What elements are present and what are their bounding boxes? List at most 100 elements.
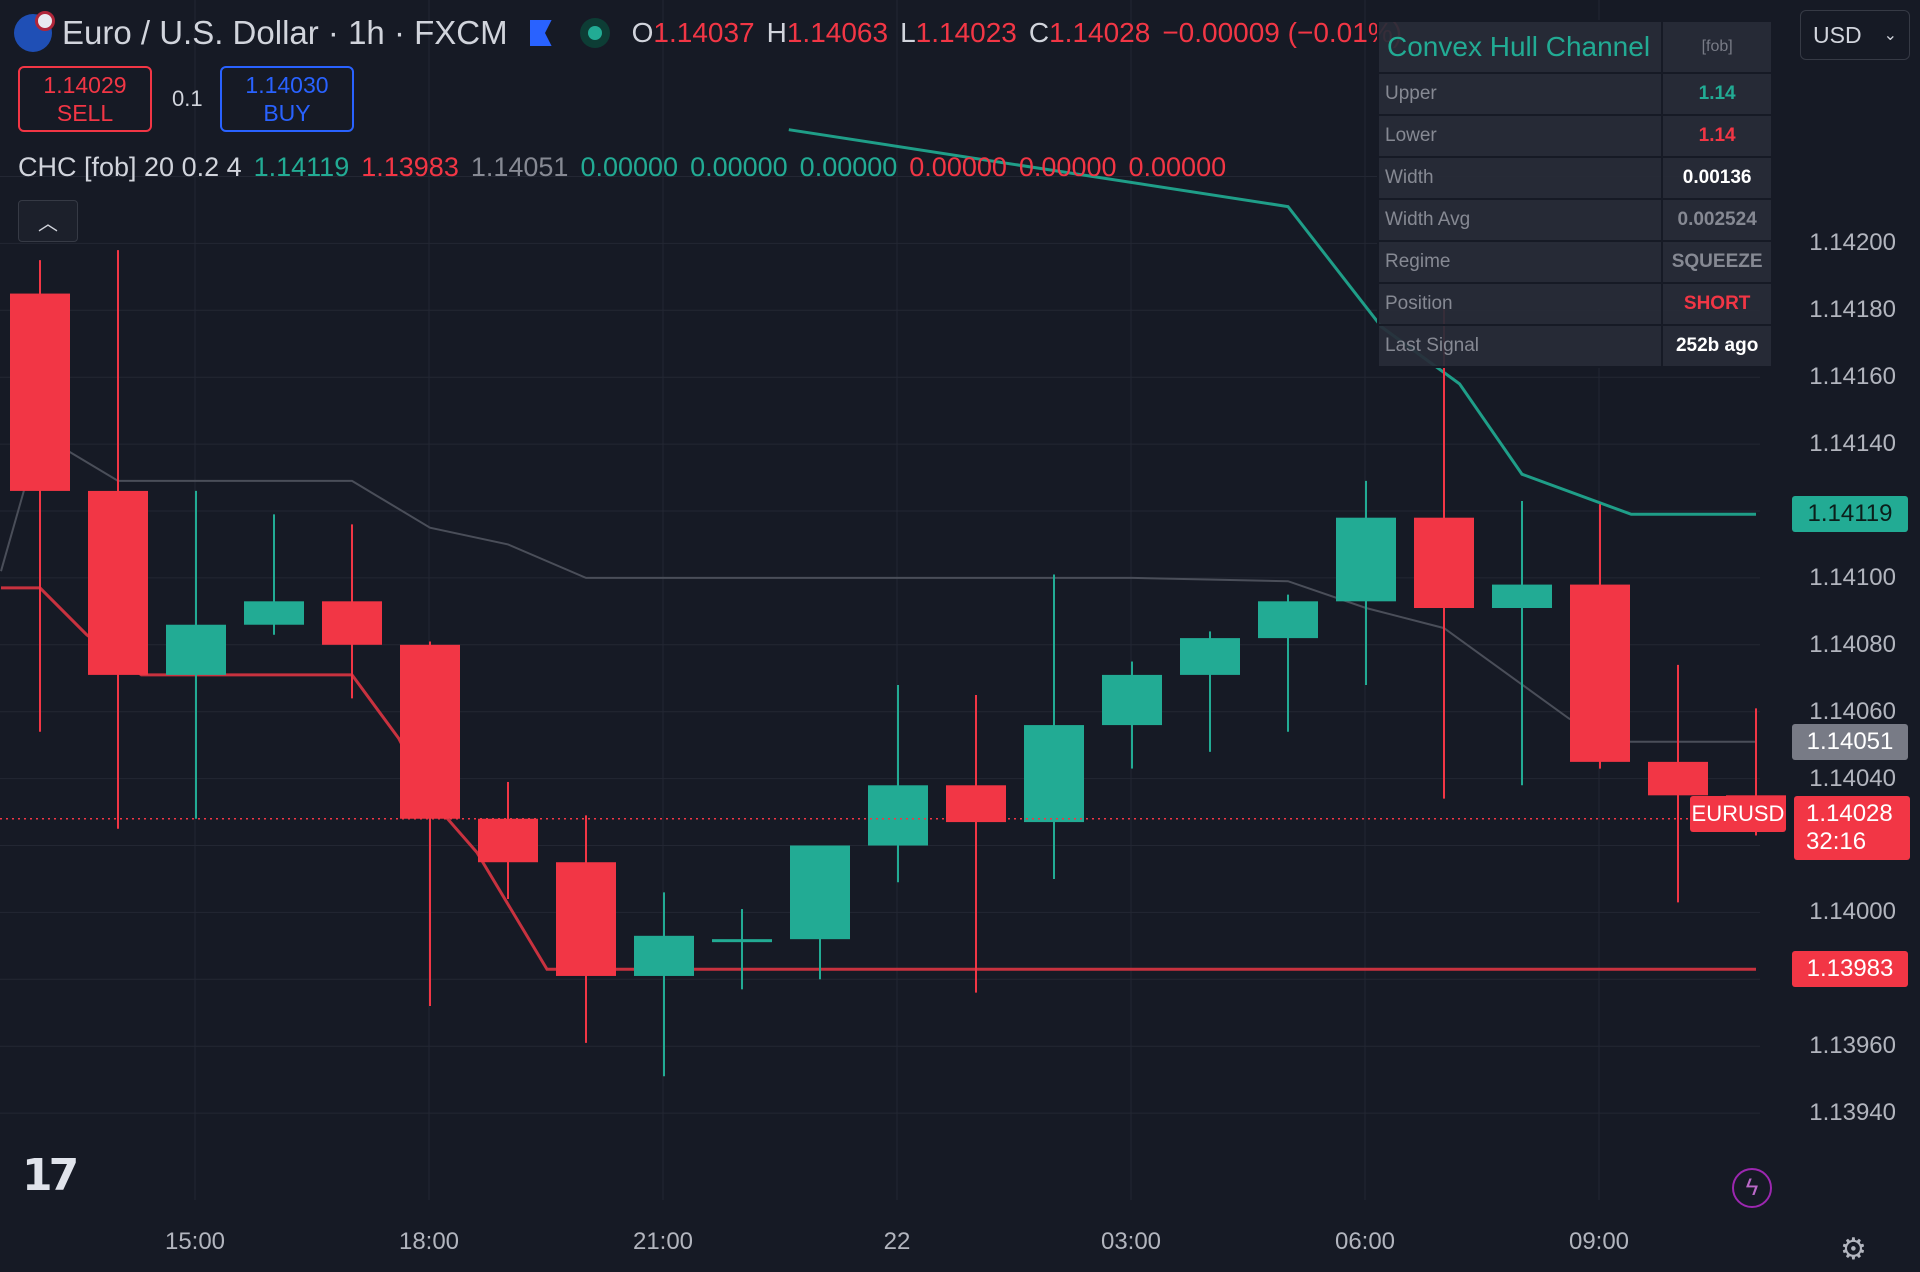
price-axis-label: 1.14080 <box>1809 630 1896 658</box>
panel-row: Width 0.00136 <box>1376 156 1773 200</box>
market-status-icon <box>579 18 610 48</box>
price-change: −0.00009 (−0.01%) <box>1162 17 1403 48</box>
symbol-title[interactable]: Euro / U.S. Dollar · 1h · FXCM <box>62 14 508 51</box>
order-quantity[interactable]: 0.1 <box>172 86 203 111</box>
price-axis-label: 1.14160 <box>1809 363 1896 391</box>
panel-row-label: Regime <box>1376 240 1664 284</box>
chart-grid <box>0 0 1760 1200</box>
panel-row-value: 1.14 <box>1661 114 1773 158</box>
currency-select[interactable]: USD ⌄ <box>1800 10 1910 60</box>
panel-row-value: 0.002524 <box>1661 198 1773 242</box>
indicator-value: 0.00000 <box>1128 152 1227 182</box>
convex-hull-panel: Convex Hull Channel [fob] Upper 1.14 Lower… <box>1376 20 1773 368</box>
candle-body <box>1414 517 1474 609</box>
indicator-lower: 1.13983 <box>361 152 459 182</box>
panel-row-value: 1.14 <box>1661 72 1773 116</box>
indicator-value: 0.00000 <box>690 152 788 182</box>
time-axis-label: 18:00 <box>398 1228 460 1255</box>
market-flag-icon[interactable] <box>529 20 552 46</box>
upper-price-badge: 1.14119 <box>1792 496 1908 533</box>
candle-body <box>322 601 382 645</box>
panel-row-value: 252b ago <box>1661 324 1773 368</box>
tradingview-logo-icon[interactable]: 17 <box>22 1150 79 1201</box>
buy-label: BUY <box>263 100 311 126</box>
price-axis-label: 1.14180 <box>1809 296 1896 324</box>
ohlc-key: H <box>766 17 787 48</box>
buy-price: 1.14030 <box>245 72 329 98</box>
chevron-down-icon: ⌄ <box>1883 27 1897 44</box>
indicator-upper: 1.14119 <box>253 152 350 182</box>
indicator-mid: 1.14051 <box>470 152 569 182</box>
candle-body <box>400 644 460 819</box>
candle-body <box>712 939 772 943</box>
ohlc-key: C <box>1028 17 1050 48</box>
panel-row: Width Avg 0.002524 <box>1376 198 1773 242</box>
currency-flag-icon <box>14 11 55 52</box>
candle-body <box>556 862 616 976</box>
candle-body <box>868 785 928 846</box>
lightning-icon[interactable]: ϟ <box>1732 1168 1772 1208</box>
chart-header: Euro / U.S. Dollar · 1h · FXCM O1.14037 … <box>14 10 1402 56</box>
lower-price-badge: 1.13983 <box>1792 951 1908 988</box>
upper-channel-line <box>788 128 1756 516</box>
panel-row-value: SQUEEZE <box>1661 240 1773 284</box>
candle-body <box>1024 725 1084 823</box>
buy-button[interactable]: 1.14030 BUY <box>220 66 354 132</box>
sell-button[interactable]: 1.14029 SELL <box>18 66 152 132</box>
candle-body <box>88 490 148 675</box>
time-axis-label: 09:00 <box>1568 1228 1630 1255</box>
ohlc-value: 1.14037 <box>653 17 755 48</box>
panel-row-label: Last Signal <box>1376 324 1664 368</box>
panel-row: Last Signal 252b ago <box>1376 324 1773 368</box>
price-axis-label: 1.13940 <box>1809 1099 1896 1127</box>
panel-title: Convex Hull Channel <box>1376 20 1664 74</box>
ohlc-value: 1.14063 <box>786 17 889 48</box>
candle-body <box>634 935 694 976</box>
candle-body <box>1336 517 1396 602</box>
panel-tag: [fob] <box>1661 20 1773 74</box>
candle-body <box>1570 584 1630 762</box>
price-axis-label: 1.14040 <box>1809 764 1896 792</box>
indicator-value: 0.00000 <box>580 152 679 182</box>
chevron-up-icon: ︿ <box>38 212 58 235</box>
time-axis-label: 15:00 <box>164 1228 226 1255</box>
lower-channel-line <box>1 586 1756 971</box>
ohlc-key: L <box>900 17 916 48</box>
candle-body <box>790 845 850 940</box>
bar-countdown: 32:16 <box>1806 828 1867 855</box>
panel-row-value: SHORT <box>1661 282 1773 326</box>
indicator-legend[interactable]: CHC [fob] 20 0.2 4 1.14119 1.13983 1.140… <box>18 152 1226 183</box>
candle-body <box>1258 601 1318 639</box>
symbol-badge: EURUSD <box>1690 796 1786 832</box>
indicator-name: CHC [fob] 20 0.2 4 <box>18 152 242 182</box>
mid-line <box>0 432 1756 743</box>
panel-row-value: 0.00136 <box>1661 156 1773 200</box>
time-axis-label: 22 <box>883 1228 911 1255</box>
candle-body <box>166 624 226 675</box>
price-axis-label: 1.14140 <box>1809 430 1896 458</box>
time-axis-label: 06:00 <box>1334 1228 1396 1255</box>
panel-row-label: Width <box>1376 156 1664 200</box>
price-axis-label: 1.14060 <box>1809 697 1896 725</box>
collapse-legend-button[interactable]: ︿ <box>18 200 78 242</box>
ohlc-key: O <box>631 17 654 48</box>
indicator-value: 0.00000 <box>909 152 1007 182</box>
ohlc-value: 1.14028 <box>1049 17 1151 48</box>
candle-body <box>1180 638 1240 675</box>
candle-body <box>10 293 70 491</box>
price-axis-label: 1.13960 <box>1809 1032 1896 1060</box>
indicator-value: 0.00000 <box>799 152 898 182</box>
candle-body <box>1102 674 1162 726</box>
currency-value: USD <box>1813 21 1862 48</box>
last-price: 1.14028 <box>1806 800 1893 827</box>
panel-row: Regime SQUEEZE <box>1376 240 1773 284</box>
candle-body <box>1648 761 1708 796</box>
last-price-badge: 1.14028 32:16 <box>1794 796 1910 860</box>
price-axis-label: 1.14200 <box>1809 229 1896 257</box>
candle-body <box>244 601 304 625</box>
time-axis-label: 03:00 <box>1100 1228 1162 1255</box>
indicator-value: 0.00000 <box>1018 152 1117 182</box>
settings-gear-icon[interactable]: ⚙ <box>1840 1233 1867 1266</box>
sell-price: 1.14029 <box>43 72 127 98</box>
